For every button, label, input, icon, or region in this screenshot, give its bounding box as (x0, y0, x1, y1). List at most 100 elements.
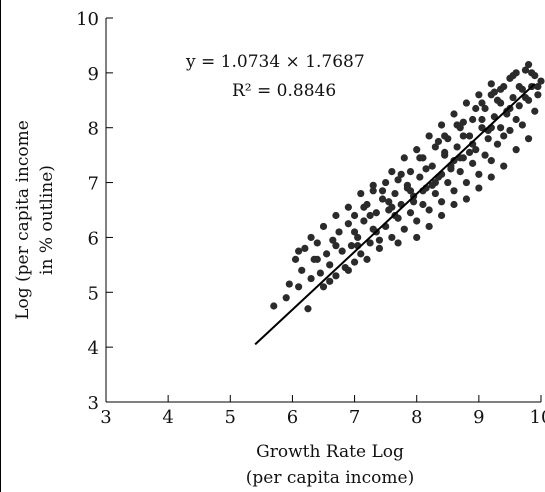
data-point (413, 146, 420, 153)
data-point (426, 223, 433, 230)
data-point (407, 187, 414, 194)
data-point (314, 256, 321, 263)
data-point (416, 154, 423, 161)
data-point (534, 91, 541, 98)
x-tick-label: 9 (473, 407, 484, 428)
data-point (491, 88, 498, 95)
data-point (314, 239, 321, 246)
data-point (388, 204, 395, 211)
data-point (444, 179, 451, 186)
x-axis-title-line1: Growth Rate Log (256, 442, 404, 462)
data-point (398, 171, 405, 178)
axes (106, 18, 541, 402)
data-point (438, 212, 445, 219)
data-point (488, 157, 495, 164)
data-point (516, 83, 523, 90)
data-point (416, 173, 423, 180)
data-point (407, 168, 414, 175)
x-tick-label: 7 (349, 407, 360, 428)
x-tick-label: 3 (100, 407, 111, 428)
data-point (426, 132, 433, 139)
data-point (360, 217, 367, 224)
x-tick-label: 5 (225, 407, 236, 428)
data-point (351, 259, 358, 266)
data-point (413, 217, 420, 224)
data-point (466, 132, 473, 139)
data-point (345, 204, 352, 211)
data-point (432, 190, 439, 197)
data-point (450, 110, 457, 117)
data-point (373, 209, 380, 216)
data-point (326, 261, 333, 268)
data-point (463, 179, 470, 186)
data-point (357, 190, 364, 197)
data-point (488, 80, 495, 87)
data-point (497, 86, 504, 93)
data-point (270, 302, 277, 309)
data-point (339, 248, 346, 255)
data-point (463, 99, 470, 106)
data-point (475, 171, 482, 178)
data-point (485, 135, 492, 142)
data-point (298, 267, 305, 274)
data-point (463, 195, 470, 202)
data-point (307, 234, 314, 241)
data-point (295, 283, 302, 290)
data-point (472, 105, 479, 112)
data-point (460, 119, 467, 126)
x-tick-label: 8 (411, 407, 422, 428)
data-point (376, 237, 383, 244)
data-point (332, 212, 339, 219)
y-tick-label: 3 (88, 393, 99, 414)
data-point (301, 245, 308, 252)
data-point (370, 182, 377, 189)
data-point (419, 201, 426, 208)
y-axis-title-line2: in % outline) (37, 165, 57, 275)
data-point (454, 121, 461, 128)
data-point (351, 228, 358, 235)
data-point (497, 124, 504, 131)
data-point (525, 61, 532, 68)
data-point (506, 127, 513, 134)
y-tick-label: 6 (88, 228, 99, 249)
x-tick-label: 6 (287, 407, 298, 428)
data-point (348, 242, 355, 249)
data-point (519, 121, 526, 128)
data-point (513, 146, 520, 153)
data-point (513, 116, 520, 123)
data-point (413, 234, 420, 241)
data-point (304, 305, 311, 312)
data-point (286, 280, 293, 287)
data-point (450, 201, 457, 208)
data-point (407, 209, 414, 216)
data-point (435, 138, 442, 145)
data-point (531, 108, 538, 115)
data-point (497, 99, 504, 106)
data-point (475, 184, 482, 191)
data-point (500, 132, 507, 139)
data-point (488, 173, 495, 180)
data-point (401, 226, 408, 233)
data-point (478, 116, 485, 123)
data-point (441, 149, 448, 156)
data-point (295, 248, 302, 255)
data-point (494, 141, 501, 148)
data-point (450, 187, 457, 194)
y-tick-label: 5 (88, 283, 99, 304)
data-point (509, 72, 516, 79)
data-point (478, 99, 485, 106)
data-point (466, 149, 473, 156)
data-point (391, 190, 398, 197)
data-point (469, 116, 476, 123)
data-point (326, 278, 333, 285)
r-squared-annotation: R² = 0.8846 (232, 81, 336, 101)
data-point (528, 69, 535, 76)
data-point (317, 269, 324, 276)
data-point (332, 242, 339, 249)
y-tick-label: 4 (88, 338, 99, 359)
data-point (457, 168, 464, 175)
data-point (422, 165, 429, 172)
data-point (363, 256, 370, 263)
data-point (500, 163, 507, 170)
